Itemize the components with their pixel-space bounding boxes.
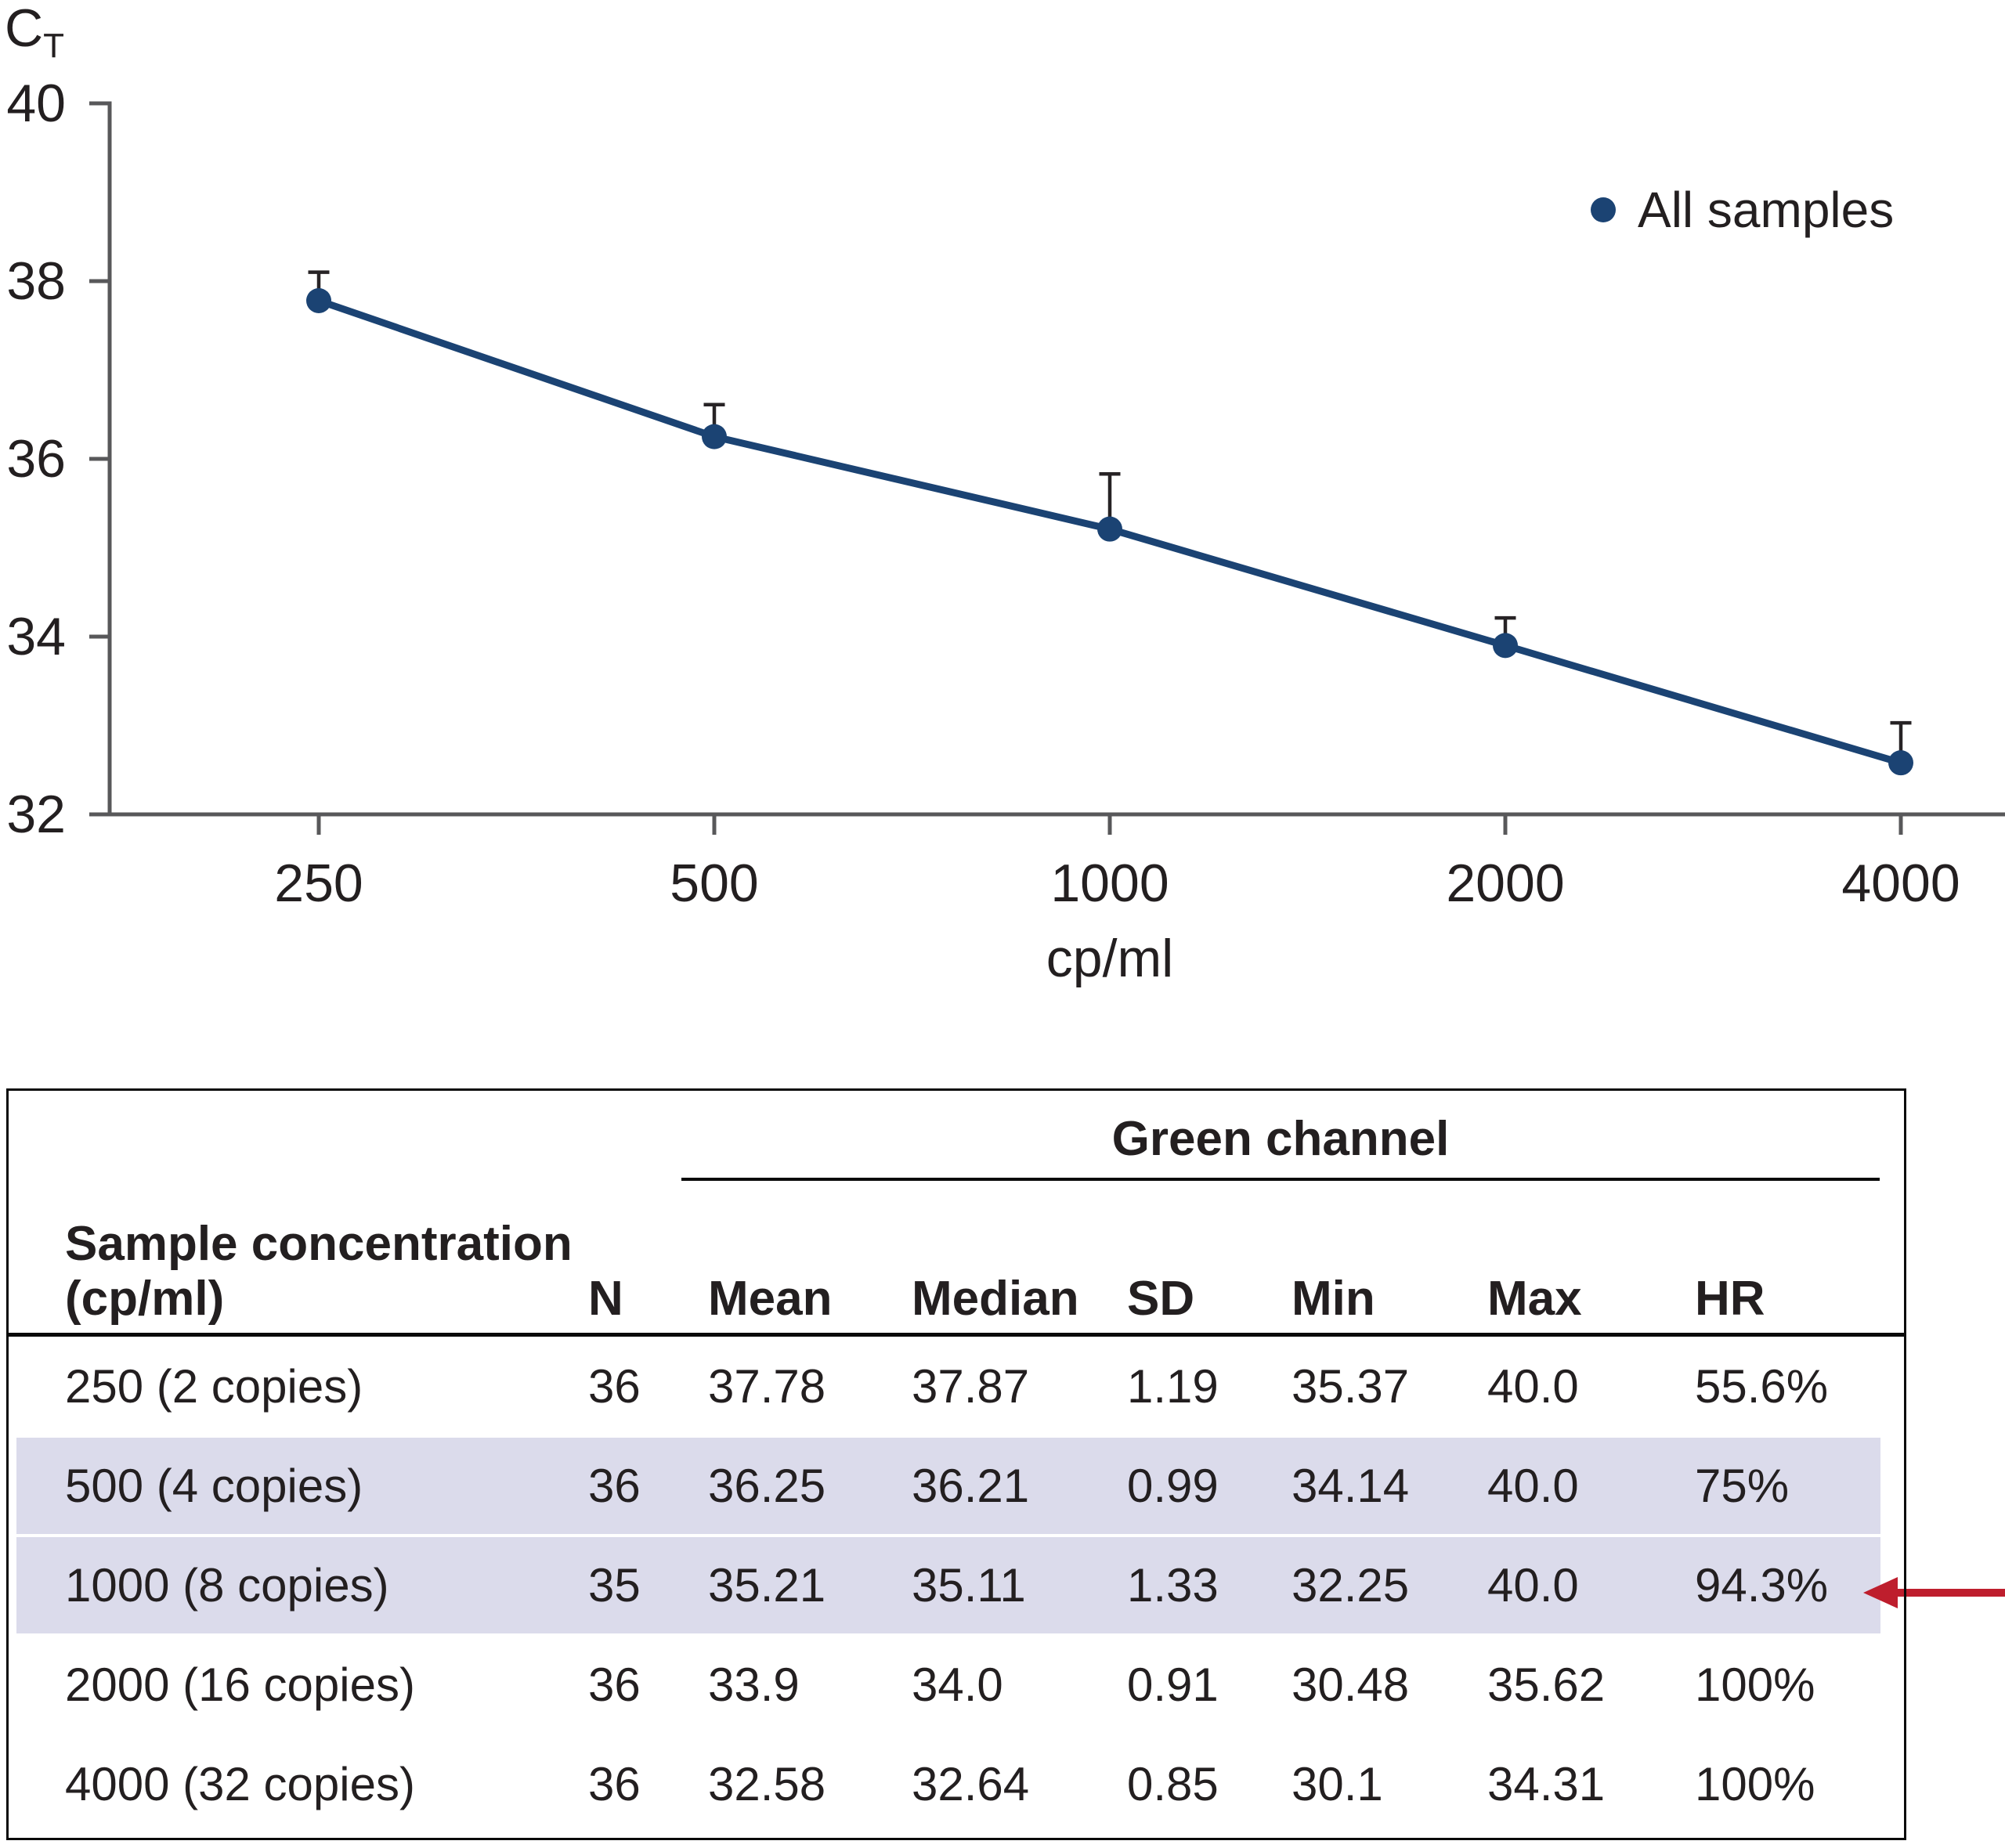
cell-min: 30.1	[1292, 1757, 1383, 1810]
table-group-header-label: Green channel	[1111, 1112, 1450, 1166]
row-label: 2000 (16 copies)	[65, 1658, 415, 1711]
table-row: 4000 (32 copies) 36 32.58 32.64 0.85 30.1 34.3…	[9, 1734, 1904, 1834]
table-row: 2000 (16 copies) 36 33.9 34.0 0.91 30.48 35.62…	[9, 1635, 1904, 1734]
x-tick-label: 4000	[1841, 854, 1960, 913]
column-header-hr: HR	[1695, 1272, 1765, 1326]
cell-sd: 0.85	[1127, 1757, 1219, 1810]
column-header-median: Median	[912, 1272, 1079, 1326]
table-row: 1000 (8 copies) 35 35.21 35.11 1.33 32.25 40.0…	[9, 1536, 1904, 1635]
data-point	[1097, 516, 1122, 542]
cell-hr: 94.3%	[1695, 1558, 1829, 1612]
cell-hr: 55.6%	[1695, 1359, 1829, 1413]
legend-marker-icon	[1591, 197, 1616, 222]
cell-max: 35.62	[1487, 1658, 1606, 1711]
table-border-over-arrow	[1904, 1569, 1906, 1616]
table-group-header: Green channel	[681, 1091, 1880, 1181]
cell-sd: 0.99	[1127, 1459, 1219, 1512]
cell-n: 36	[588, 1658, 641, 1711]
row-label: 4000 (32 copies)	[65, 1757, 415, 1810]
x-tick-label: 500	[670, 854, 759, 913]
row-label: 250 (2 copies)	[65, 1359, 363, 1413]
y-axis-title-main: C	[5, 0, 44, 58]
cell-max: 34.31	[1487, 1757, 1606, 1810]
column-header-n: N	[588, 1272, 623, 1326]
cell-min: 34.14	[1292, 1459, 1410, 1512]
row-label: 1000 (8 copies)	[65, 1558, 389, 1612]
cell-n: 36	[588, 1359, 641, 1413]
cell-hr: 100%	[1695, 1757, 1815, 1810]
cell-max: 40.0	[1487, 1359, 1579, 1413]
x-tick-label: 2000	[1446, 854, 1565, 913]
cell-mean: 36.25	[708, 1459, 826, 1512]
cell-min: 35.37	[1292, 1359, 1410, 1413]
cell-mean: 33.9	[708, 1658, 800, 1711]
cell-hr: 75%	[1695, 1459, 1790, 1512]
x-axis-title: cp/ml	[1046, 929, 1174, 988]
table-row: 250 (2 copies) 36 37.78 37.87 1.19 35.37 40.0 5…	[9, 1337, 1904, 1436]
cell-hr: 100%	[1695, 1658, 1815, 1711]
y-tick-label: 38	[6, 251, 66, 311]
callout-arrow-icon	[1863, 1577, 1898, 1608]
table-row: 500 (4 copies) 36 36.25 36.21 0.99 34.14 40.0 7…	[9, 1436, 1904, 1536]
x-tick-label: 1000	[1050, 854, 1169, 913]
cell-median: 32.64	[912, 1757, 1030, 1810]
cell-sd: 1.19	[1127, 1359, 1219, 1413]
cell-min: 30.48	[1292, 1658, 1410, 1711]
cell-sd: 1.33	[1127, 1558, 1219, 1612]
data-point	[306, 287, 331, 313]
cell-median: 35.11	[912, 1558, 1026, 1612]
column-header-sample-concentration: Sample concentration (cp/ml)	[65, 1217, 573, 1326]
column-header-min: Min	[1292, 1272, 1375, 1326]
data-point	[1493, 633, 1518, 659]
cell-n: 36	[588, 1459, 641, 1512]
y-axis-title: CT	[5, 0, 64, 74]
cell-median: 34.0	[912, 1658, 1003, 1711]
column-header-max: Max	[1487, 1272, 1582, 1326]
callout-arrow-shaft	[1891, 1589, 2005, 1597]
table-body: 250 (2 copies) 36 37.78 37.87 1.19 35.37 40.0 5…	[9, 1337, 1904, 1834]
y-tick-label: 36	[6, 429, 66, 489]
table-header-row: Sample concentration (cp/ml) N Mean Median…	[9, 1181, 1904, 1337]
cell-median: 37.87	[912, 1359, 1030, 1413]
column-header-sd: SD	[1127, 1272, 1195, 1326]
cell-max: 40.0	[1487, 1558, 1579, 1612]
cell-mean: 37.78	[708, 1359, 826, 1413]
y-tick-label: 34	[6, 607, 66, 666]
legend-label: All samples	[1638, 182, 1895, 238]
row-label: 500 (4 copies)	[65, 1459, 363, 1512]
ct-line-chart	[89, 101, 2005, 835]
cell-n: 36	[588, 1757, 641, 1810]
cell-max: 40.0	[1487, 1459, 1579, 1512]
cell-mean: 35.21	[708, 1558, 826, 1612]
legend: All samples	[1591, 182, 1894, 238]
cell-median: 36.21	[912, 1459, 1030, 1512]
cell-min: 32.25	[1292, 1558, 1410, 1612]
stats-table: Green channel Sample concentration (cp/m…	[6, 1088, 1906, 1840]
cell-sd: 0.91	[1127, 1658, 1219, 1711]
cell-mean: 32.58	[708, 1757, 826, 1810]
x-tick-label: 250	[274, 854, 363, 913]
y-tick-label: 32	[6, 785, 66, 844]
data-point	[702, 424, 727, 449]
y-tick-label: 40	[6, 74, 66, 133]
cell-n: 35	[588, 1558, 641, 1612]
column-header-mean: Mean	[708, 1272, 833, 1326]
data-point	[1888, 750, 1913, 776]
y-axis-title-sub: T	[43, 27, 64, 65]
